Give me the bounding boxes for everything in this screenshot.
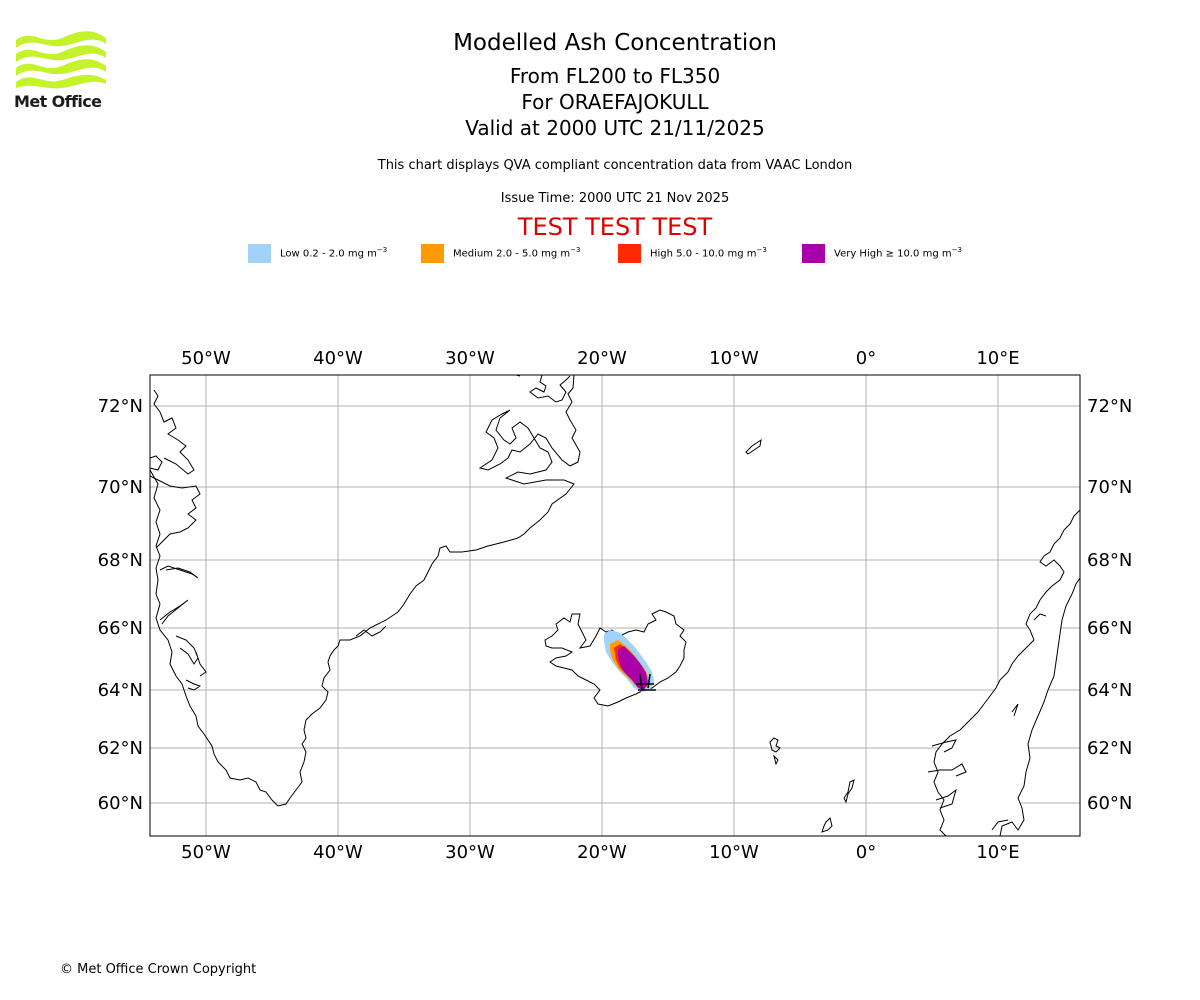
legend-unit-low: −3 <box>376 246 388 254</box>
legend-label-high: High 5.0 - 10.0 mg m <box>650 248 757 260</box>
lon-label-bottom: 40°W <box>313 842 363 863</box>
coastline-norway-fjords <box>927 613 1047 831</box>
lat-label-left: 70°N <box>98 477 143 498</box>
legend-label-low: Low 0.2 - 2.0 mg m <box>280 248 377 260</box>
legend-label-very-high: Very High ≥ 10.0 mg m <box>834 248 952 260</box>
lat-label-left: 64°N <box>98 680 143 701</box>
lat-label-right: 68°N <box>1087 550 1132 571</box>
lat-label-right: 66°N <box>1087 618 1132 639</box>
legend-unit-medium: −3 <box>570 246 581 254</box>
flight-levels: From FL200 to FL350 <box>509 64 721 88</box>
lon-label-top: 0° <box>856 348 876 369</box>
met-office-logo: Met Office <box>14 30 109 112</box>
lat-labels-right: 72°N 70°N 68°N 66°N 64°N 62°N 60°N <box>1087 396 1132 814</box>
lon-label-bottom: 50°W <box>181 842 231 863</box>
lat-label-left: 68°N <box>98 550 143 571</box>
met-office-waves-icon <box>16 31 106 89</box>
lon-label-top: 20°W <box>577 348 627 369</box>
lon-label-bottom: 0° <box>856 842 876 863</box>
legend-swatch-medium <box>421 244 444 263</box>
lat-label-right: 70°N <box>1087 477 1132 498</box>
lon-label-top: 10°W <box>709 348 759 369</box>
issue-time: Issue Time: 2000 UTC 21 Nov 2025 <box>500 191 730 206</box>
legend-swatch-high <box>618 244 641 263</box>
volcano-marker-icon <box>636 673 656 691</box>
coastline-shetland <box>821 779 855 833</box>
legend-label-medium: Medium 2.0 - 5.0 mg m <box>453 248 571 260</box>
lon-label-bottom: 20°W <box>577 842 627 863</box>
lat-label-right: 60°N <box>1087 793 1132 814</box>
lat-label-right: 62°N <box>1087 738 1132 759</box>
legend-swatch-very-high <box>802 244 825 263</box>
legend-unit-high: −3 <box>756 246 767 254</box>
lat-label-left: 66°N <box>98 618 143 639</box>
lat-label-left: 60°N <box>98 793 143 814</box>
lon-label-bottom: 30°W <box>445 842 495 863</box>
legend-unit-very-high: −3 <box>951 246 962 254</box>
chart-description: This chart displays QVA compliant concen… <box>377 158 853 173</box>
map-frame <box>149 374 1081 837</box>
lon-label-top: 50°W <box>181 348 231 369</box>
lat-labels-left: 72°N 70°N 68°N 66°N 64°N 62°N 60°N <box>98 396 143 814</box>
lon-label-top: 40°W <box>313 348 363 369</box>
lon-labels-bottom: 50°W 40°W 30°W 20°W 10°W 0° 10°E <box>181 842 1019 863</box>
met-office-wordmark: Met Office <box>14 92 102 111</box>
coastline-faroe-islands <box>769 737 781 766</box>
lon-label-top: 10°E <box>976 348 1019 369</box>
copyright-notice: © Met Office Crown Copyright <box>60 962 257 977</box>
lon-labels-top: 50°W 40°W 30°W 20°W 10°W 0° 10°E <box>181 348 1019 369</box>
lon-label-bottom: 10°E <box>976 842 1019 863</box>
lat-label-left: 72°N <box>98 396 143 417</box>
valid-time: Valid at 2000 UTC 21/11/2025 <box>465 116 765 140</box>
map-area <box>150 375 1080 836</box>
coastline-jan-mayen <box>745 438 762 455</box>
volcano-name: For ORAEFAJOKULL <box>521 90 709 114</box>
coastline-norway <box>933 509 1080 836</box>
lon-label-bottom: 10°W <box>709 842 759 863</box>
legend-swatch-low <box>248 244 271 263</box>
lon-label-top: 30°W <box>445 348 495 369</box>
coastline-greenland <box>150 375 581 807</box>
chart-title: Modelled Ash Concentration <box>453 30 777 56</box>
coastline-greenland-fjords <box>150 389 387 691</box>
lat-label-right: 72°N <box>1087 396 1132 417</box>
lat-label-left: 62°N <box>98 738 143 759</box>
test-banner: TEST TEST TEST <box>517 213 713 241</box>
lat-label-right: 64°N <box>1087 680 1132 701</box>
graticule <box>150 375 1080 836</box>
